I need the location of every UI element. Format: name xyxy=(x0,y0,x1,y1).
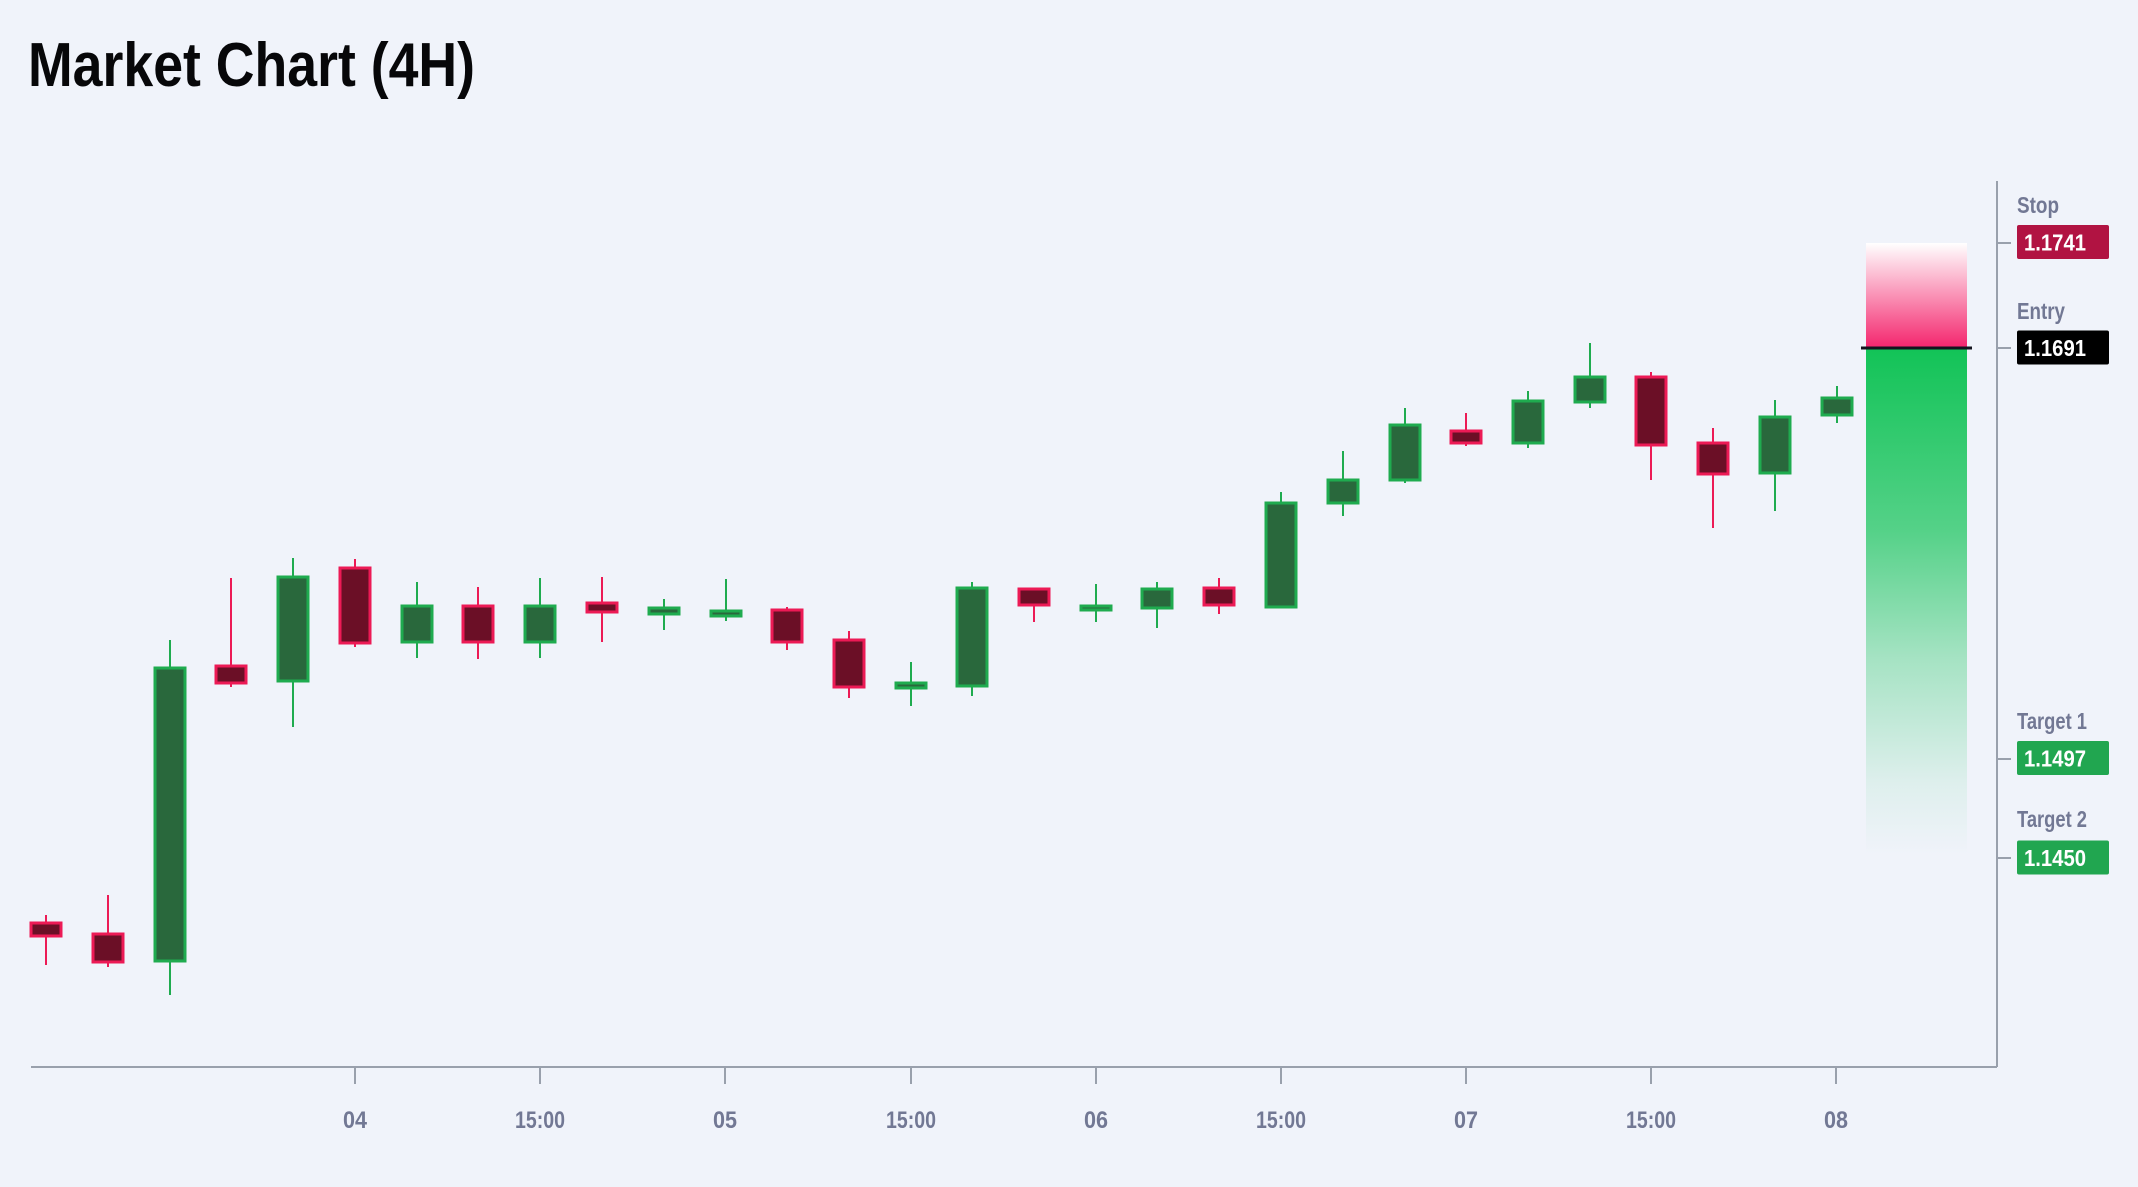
svg-text:04: 04 xyxy=(343,1107,368,1134)
svg-text:1.1450: 1.1450 xyxy=(2024,845,2086,871)
svg-text:05: 05 xyxy=(713,1107,737,1134)
svg-text:15:00: 15:00 xyxy=(515,1107,565,1134)
svg-text:Target 2: Target 2 xyxy=(2017,806,2087,832)
svg-text:1.1497: 1.1497 xyxy=(2024,745,2086,771)
svg-text:Market Chart (4H): Market Chart (4H) xyxy=(28,31,475,100)
svg-text:Entry: Entry xyxy=(2017,298,2065,324)
svg-text:15:00: 15:00 xyxy=(1256,1107,1306,1134)
svg-text:15:00: 15:00 xyxy=(886,1107,936,1134)
svg-text:07: 07 xyxy=(1454,1107,1478,1134)
svg-text:Target 1: Target 1 xyxy=(2017,708,2087,734)
svg-text:1.1691: 1.1691 xyxy=(2024,335,2086,361)
svg-text:15:00: 15:00 xyxy=(1626,1107,1676,1134)
svg-text:Stop: Stop xyxy=(2017,192,2059,218)
svg-text:08: 08 xyxy=(1824,1107,1848,1134)
svg-text:1.1741: 1.1741 xyxy=(2024,229,2086,255)
svg-text:06: 06 xyxy=(1084,1107,1108,1134)
